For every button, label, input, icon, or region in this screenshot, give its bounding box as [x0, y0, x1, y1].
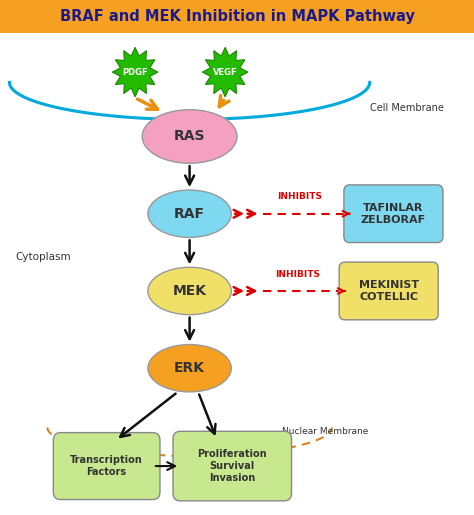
Text: TAFINLAR
ZELBORAF: TAFINLAR ZELBORAF: [361, 203, 426, 225]
Text: PDGF: PDGF: [122, 67, 148, 77]
Text: MEKINIST
COTELLIC: MEKINIST COTELLIC: [359, 280, 419, 302]
FancyBboxPatch shape: [173, 432, 292, 501]
Text: INHIBITS: INHIBITS: [277, 192, 322, 201]
Text: BRAF and MEK Inhibition in MAPK Pathway: BRAF and MEK Inhibition in MAPK Pathway: [60, 9, 414, 24]
Text: RAF: RAF: [174, 207, 205, 221]
Text: ERK: ERK: [174, 361, 205, 375]
Polygon shape: [112, 47, 158, 97]
Ellipse shape: [142, 110, 237, 163]
FancyBboxPatch shape: [339, 262, 438, 320]
Text: RAS: RAS: [174, 129, 205, 144]
FancyBboxPatch shape: [344, 185, 443, 243]
FancyBboxPatch shape: [53, 433, 160, 500]
Ellipse shape: [148, 190, 231, 237]
Text: VEGF: VEGF: [213, 67, 237, 77]
Polygon shape: [202, 47, 248, 97]
FancyBboxPatch shape: [0, 0, 474, 33]
Ellipse shape: [148, 345, 231, 392]
Text: Cytoplasm: Cytoplasm: [15, 252, 71, 263]
Text: Proliferation
Survival
Invasion: Proliferation Survival Invasion: [198, 450, 267, 483]
Text: Cell Membrane: Cell Membrane: [370, 103, 444, 113]
Text: MEK: MEK: [173, 284, 207, 298]
Text: INHIBITS: INHIBITS: [275, 269, 320, 279]
Text: Transcription
Factors: Transcription Factors: [70, 455, 143, 477]
Text: Nucleus: Nucleus: [111, 439, 153, 449]
Text: Nuclear Membrane: Nuclear Membrane: [282, 426, 368, 436]
Ellipse shape: [148, 267, 231, 315]
